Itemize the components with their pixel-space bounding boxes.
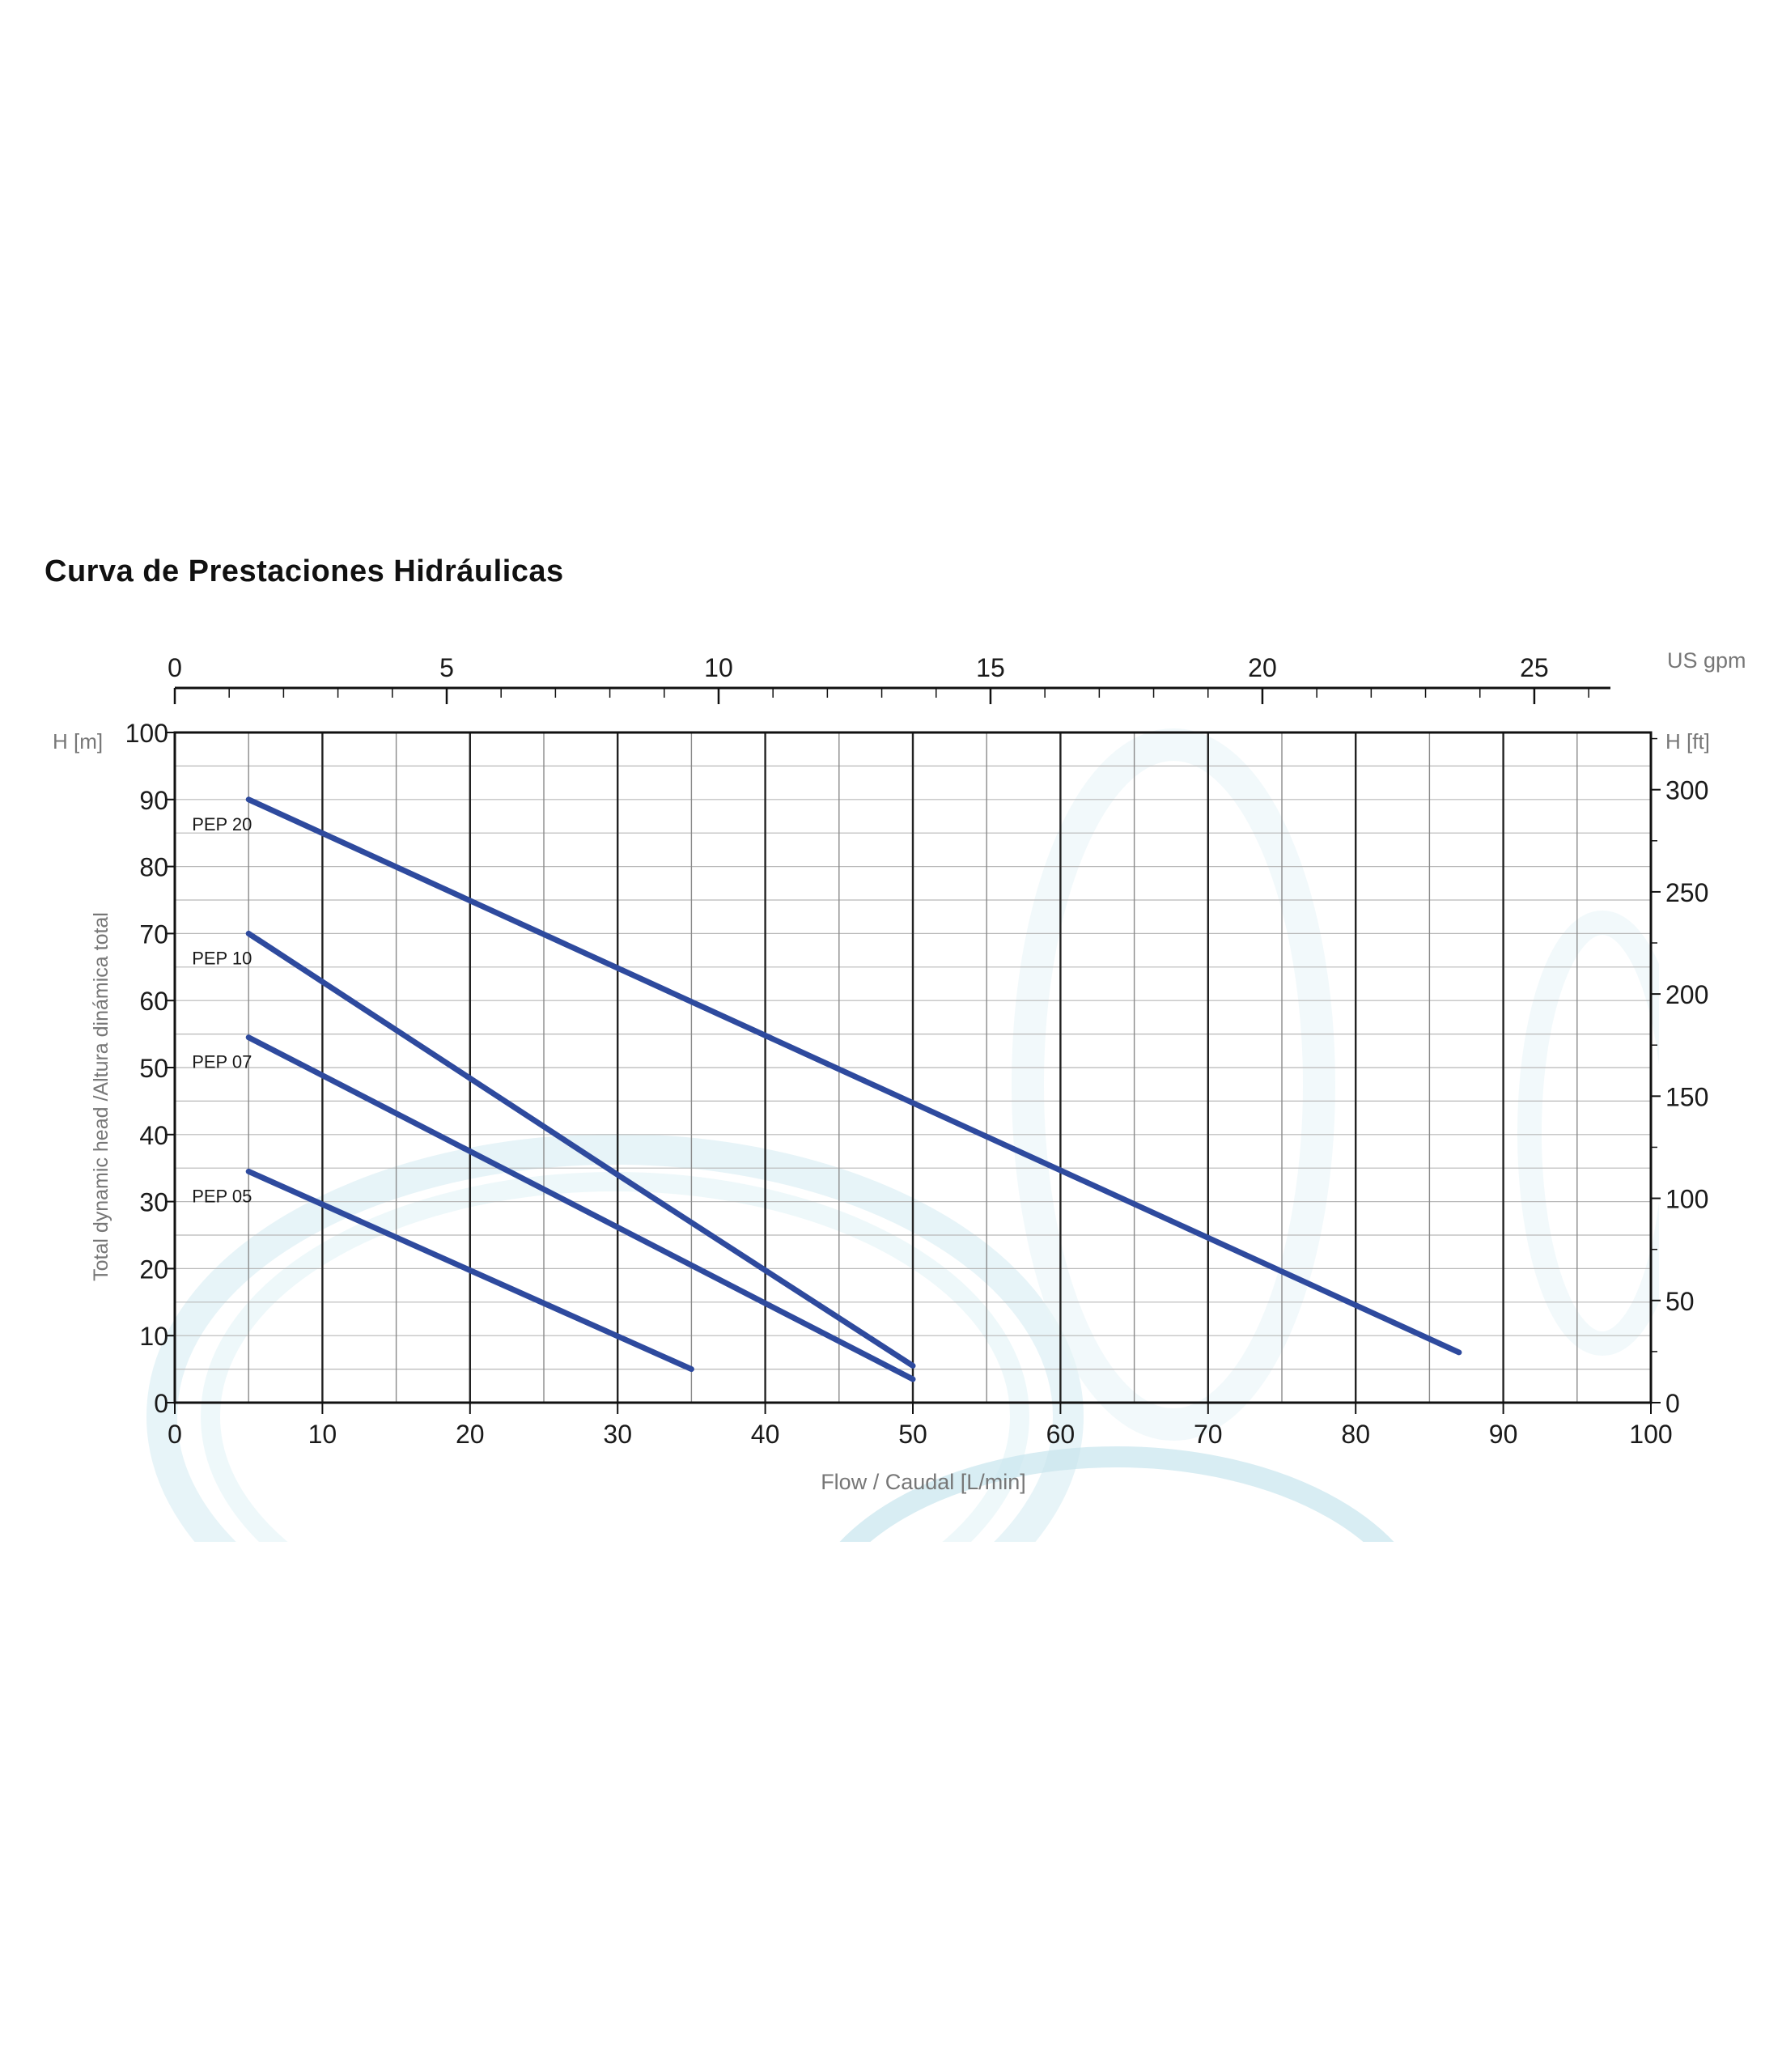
background-swirl — [146, 728, 1659, 1542]
x-tick-label: 90 — [1489, 1420, 1518, 1449]
chart-title: Curva de Prestaciones Hidráulicas — [45, 554, 564, 588]
x-tick-label: 70 — [1194, 1420, 1223, 1449]
y-tick-label: 20 — [139, 1255, 168, 1284]
x-tick-label: 30 — [603, 1420, 632, 1449]
x-tick-label: 40 — [751, 1420, 780, 1449]
series-line-pep-10 — [245, 930, 916, 1369]
series-label: PEP 07 — [192, 1052, 252, 1072]
y-right-tick-label: 200 — [1665, 980, 1708, 1009]
x-tick-label: 10 — [308, 1420, 337, 1449]
y-axis-title: Total dynamic head /Altura dinámica tota… — [90, 912, 112, 1281]
x-tick-label: 100 — [1629, 1420, 1672, 1449]
y-tick-label: 70 — [139, 919, 168, 949]
y-tick-label: 30 — [139, 1188, 168, 1217]
y-tick-label: 50 — [139, 1054, 168, 1083]
grid — [175, 732, 1651, 1403]
y-tick-label: 80 — [139, 853, 168, 882]
y-right-tick-label: 250 — [1665, 878, 1708, 907]
axes — [165, 686, 1661, 1414]
y-tick-label: 10 — [139, 1322, 168, 1351]
top-tick-label: 0 — [168, 653, 182, 682]
series-label: PEP 05 — [192, 1186, 252, 1206]
left-unit-label: H [m] — [53, 729, 103, 754]
labels: 0 10 20 30 40 50 60 70 80 90 100010203040506070809… — [53, 648, 1746, 1494]
top-unit-label: US gpm — [1667, 648, 1746, 673]
top-tick-label: 5 — [439, 653, 454, 682]
y-tick-label: 90 — [139, 786, 168, 815]
x-tick-label: 50 — [898, 1420, 927, 1449]
top-tick-label: 10 — [704, 653, 733, 682]
x-tick-label: 80 — [1341, 1420, 1370, 1449]
series-label: PEP 10 — [192, 948, 252, 968]
series-line-pep-20 — [245, 796, 1462, 1356]
y-tick-label: 100 — [125, 719, 168, 748]
right-unit-label: H [ft] — [1665, 729, 1710, 754]
x-tick-label: 60 — [1046, 1420, 1076, 1449]
y-tick-label: 60 — [139, 987, 168, 1016]
y-right-tick-label: 300 — [1665, 776, 1708, 805]
top-tick-label: 25 — [1520, 653, 1549, 682]
x-tick-label: 20 — [456, 1420, 485, 1449]
top-tick-label: 15 — [976, 653, 1005, 682]
y-right-tick-label: 0 — [1665, 1389, 1680, 1418]
series — [245, 796, 1462, 1382]
y-right-tick-label: 100 — [1665, 1185, 1708, 1214]
y-tick-label: 40 — [139, 1121, 168, 1150]
y-tick-label: 0 — [154, 1389, 168, 1418]
x-axis-title: Flow / Caudal [L/min] — [821, 1470, 1026, 1494]
series-line-pep-07 — [245, 1034, 916, 1382]
top-tick-label: 20 — [1248, 653, 1277, 682]
x-tick-label: 0 — [168, 1420, 182, 1449]
y-right-tick-label: 150 — [1665, 1082, 1708, 1111]
series-line-pep-05 — [245, 1168, 694, 1373]
y-right-tick-label: 50 — [1665, 1287, 1695, 1316]
series-label: PEP 20 — [192, 814, 252, 834]
